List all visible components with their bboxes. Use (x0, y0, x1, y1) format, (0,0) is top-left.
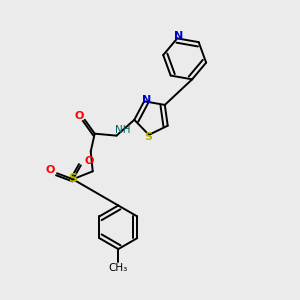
Text: S: S (144, 132, 152, 142)
Text: O: O (45, 165, 55, 175)
Text: CH₃: CH₃ (109, 263, 128, 273)
Text: NH: NH (115, 125, 130, 135)
Text: N: N (142, 95, 151, 105)
Text: O: O (74, 111, 83, 121)
Text: O: O (84, 156, 93, 167)
Text: S: S (68, 172, 77, 185)
Text: N: N (174, 32, 183, 41)
